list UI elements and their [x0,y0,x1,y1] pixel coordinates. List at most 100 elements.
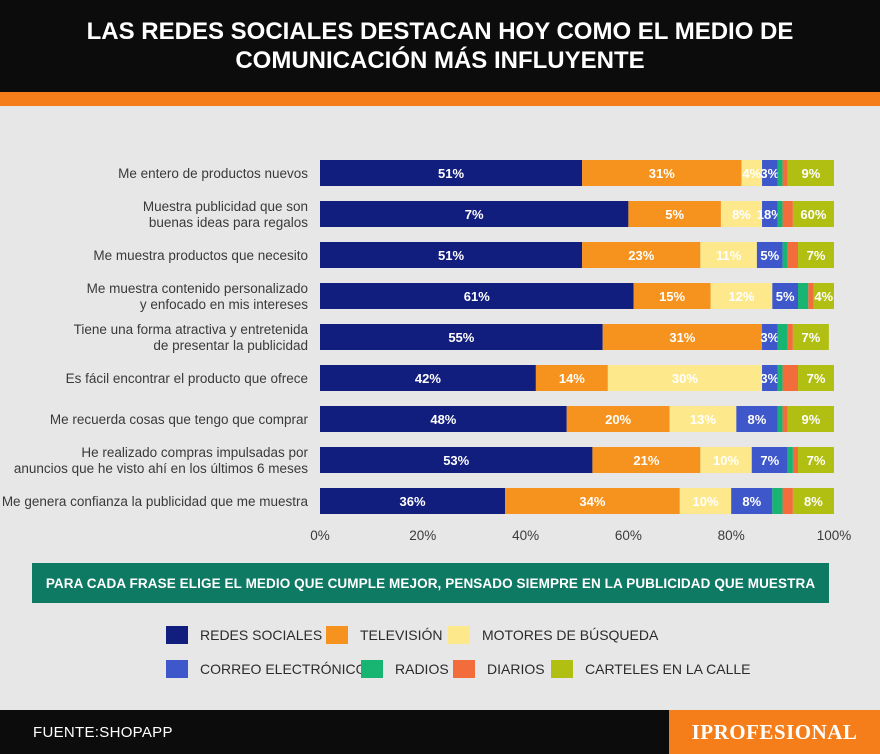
data-label: 8% [732,207,751,222]
data-label: 55% [448,330,474,345]
data-label: 5% [776,289,795,304]
bar-segment [792,488,834,514]
data-label: 7% [760,453,779,468]
bar-segment [798,242,834,268]
bar-segment [535,365,608,391]
data-label: 7% [807,453,826,468]
legend-swatch [453,660,475,678]
legend-label: DIARIOS [487,661,545,677]
bar-segment [772,488,783,514]
legend-swatch [326,626,348,644]
data-label: 10% [713,453,739,468]
bar-segment [787,160,834,186]
question-banner: PARA CADA FRASE ELIGE EL MEDIO QUE CUMPL… [32,563,829,603]
legend-item: CORREO ELECTRÓNICO [166,660,366,678]
data-label: 51% [438,166,464,181]
bar-segment [792,324,829,350]
data-label: 8% [748,412,767,427]
bar-segment [787,242,799,268]
data-label: 7% [807,371,826,386]
bar-segment [792,201,834,227]
data-label: 15% [659,289,685,304]
bar-segment [762,324,778,350]
bar-segment [320,201,629,227]
bar-segment [320,488,506,514]
bar-segment [798,365,834,391]
bar-segment [633,283,711,309]
bar-segment [602,324,763,350]
bar-segment [731,488,773,514]
data-label: 23% [628,248,654,263]
x-tick-label: 20% [409,528,436,543]
x-tick-label: 100% [817,528,852,543]
bar-segment [782,488,793,514]
bar-segment [777,201,783,227]
legend-item: CARTELES EN LA CALLE [551,660,750,678]
row-label: Tiene una forma atractiva y entretenida d… [74,322,309,353]
legend-swatch [448,626,470,644]
bar-segment [679,488,732,514]
x-tick-label: 80% [718,528,745,543]
bar-segment [782,242,788,268]
data-label: 61% [464,289,490,304]
bar-segment [669,406,737,432]
legend-label: MOTORES DE BÚSQUEDA [482,627,659,643]
data-label: 11% [716,248,742,263]
legend-label: RADIOS [395,661,449,677]
legend-label: TELEVISIÓN [360,627,443,643]
bar-segment [320,447,593,473]
bar-segment [720,201,763,227]
bar-segment [320,160,583,186]
legend-swatch [166,626,188,644]
accent-band [0,92,880,106]
data-label: 7% [465,207,484,222]
bar-segment [782,365,799,391]
bar-segment [756,242,783,268]
bar-segment [710,283,773,309]
data-label: 18% [757,207,783,222]
stacked-bar-chart: Me entero de productos nuevos 51% 31% 4% 3% 9… [0,106,880,551]
data-label: 34% [579,494,605,509]
bar-segment [582,160,742,186]
data-label: 3% [760,371,779,386]
brand-logo: IPROFESIONAL [669,710,880,754]
bar-segment [320,365,536,391]
bar-segment [320,406,567,432]
row-label: Me muestra productos que necesito [93,248,308,263]
row-label: Es fácil encontrar el producto que ofrec… [66,371,308,386]
bar-segment [582,242,701,268]
x-tick-label: 40% [512,528,539,543]
data-label: 9% [801,412,820,427]
bar-segment [777,406,783,432]
legend-item: REDES SOCIALES [166,626,322,644]
data-label: 5% [760,248,779,263]
legend-item: DIARIOS [453,660,545,678]
data-label: 48% [430,412,456,427]
chart-svg: Me entero de productos nuevos 51% 31% 4% 3% 9… [2,160,852,543]
bar-segment [700,242,757,268]
bar-segment [798,447,834,473]
data-label: 60% [800,207,826,222]
row-label: He realizado compras impulsadas por anunc… [14,445,309,476]
bar-segment [777,365,783,391]
data-label: 10% [692,494,718,509]
data-label: 36% [400,494,426,509]
data-label: 7% [801,330,820,345]
data-label: 31% [649,166,675,181]
data-label: 14% [559,371,585,386]
legend-label: CARTELES EN LA CALLE [585,661,751,677]
data-label: 5% [665,207,684,222]
data-label: 53% [443,453,469,468]
brand-name: IPROFESIONAL [691,719,858,744]
legend-label: CORREO ELECTRÓNICO [200,661,367,677]
legend-item: TELEVISIÓN [326,626,442,644]
data-label: 3% [760,166,779,181]
bar-segment [320,324,603,350]
bar-segment [751,447,788,473]
bar-segment [798,283,809,309]
data-label: 13% [690,412,716,427]
data-label: 12% [728,289,754,304]
legend-label: REDES SOCIALES [200,627,323,643]
data-label: 8% [804,494,823,509]
bar-segment [777,160,783,186]
